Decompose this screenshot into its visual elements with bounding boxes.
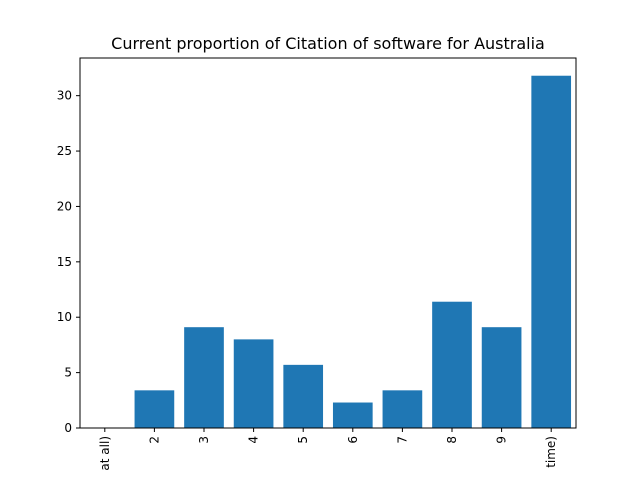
x-tick-label: 3 <box>197 436 211 444</box>
bars-group <box>134 75 572 428</box>
x-tick-label: time) <box>544 436 558 468</box>
x-tick-label: at all) <box>98 436 112 471</box>
bar-2 <box>134 390 175 428</box>
plot-frame <box>79 57 577 429</box>
y-tick-label: 30 <box>57 89 72 103</box>
chart-title: Current proportion of Citation of softwa… <box>111 34 545 53</box>
bar-7 <box>382 390 423 428</box>
bar-3 <box>184 327 224 428</box>
y-tick-label: 20 <box>57 199 72 213</box>
bar-time) <box>531 75 572 428</box>
x-axis-ticks: at all) 2 3 4 5 6 7 8 9 time) <box>98 428 558 471</box>
y-tick-label: 15 <box>57 255 72 269</box>
x-tick-label: 7 <box>395 436 409 444</box>
bar-4 <box>233 339 274 428</box>
x-tick-label: 9 <box>495 436 509 444</box>
y-tick-label: 0 <box>64 421 72 435</box>
y-axis-ticks: 0 5 10 15 20 25 30 <box>57 89 80 435</box>
x-tick-label: 2 <box>147 436 161 444</box>
x-tick-label: 5 <box>296 436 310 444</box>
y-tick-label: 10 <box>57 310 72 324</box>
x-tick-label: 6 <box>346 436 360 444</box>
axes-group <box>79 57 577 429</box>
y-tick-label: 5 <box>64 366 72 380</box>
bar-6 <box>332 402 373 428</box>
x-tick-label: 4 <box>247 436 261 444</box>
bar-9 <box>481 327 522 428</box>
x-tick-label: 8 <box>445 436 459 444</box>
bar-5 <box>283 364 324 428</box>
y-tick-label: 25 <box>57 144 72 158</box>
bar-8 <box>432 301 472 428</box>
